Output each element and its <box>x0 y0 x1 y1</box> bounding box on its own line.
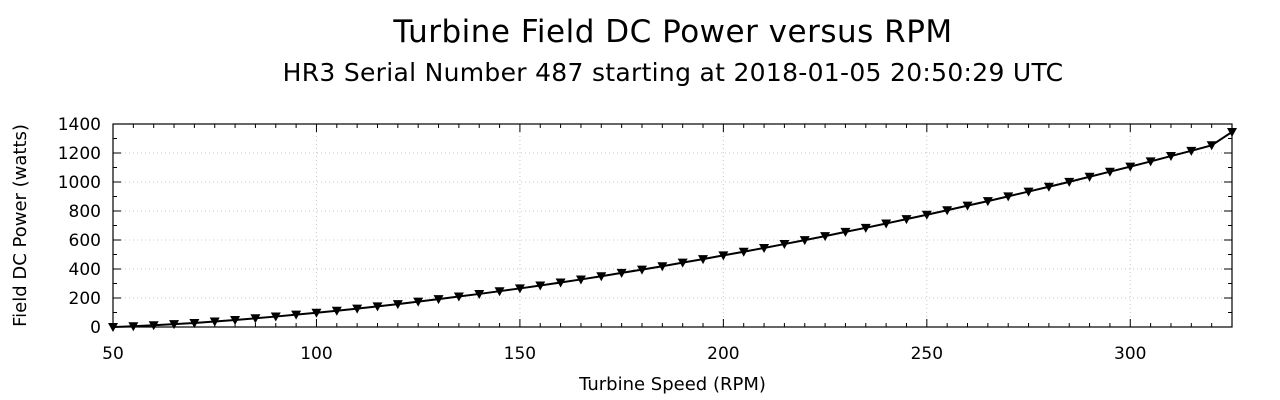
data-point <box>128 322 139 332</box>
x-tick-label: 250 <box>911 344 943 364</box>
data-point <box>555 278 566 288</box>
data-point <box>1043 182 1054 192</box>
data-point <box>1003 192 1014 202</box>
data-point <box>331 306 342 316</box>
data-point <box>1186 146 1197 156</box>
data-point <box>779 240 790 250</box>
x-tick-label: 50 <box>102 344 124 364</box>
series-line <box>112 131 1233 328</box>
data-point <box>209 317 220 327</box>
x-tick-label: 150 <box>504 344 536 364</box>
data-point <box>514 284 525 294</box>
data-point <box>657 262 668 272</box>
y-tick-label: 400 <box>69 260 101 280</box>
data-point <box>189 318 200 328</box>
data-point <box>413 297 424 307</box>
data-point <box>942 206 953 216</box>
data-point <box>1206 141 1217 151</box>
data-point <box>636 265 647 275</box>
data-point <box>698 255 709 265</box>
data-point <box>820 232 831 242</box>
data-point <box>596 272 607 282</box>
data-point <box>677 258 688 268</box>
data-point <box>1084 172 1095 182</box>
data-point <box>616 268 627 278</box>
x-tick-label: 200 <box>707 344 739 364</box>
y-tick-label: 200 <box>69 289 101 309</box>
data-point <box>352 304 363 314</box>
chart-title: Turbine Field DC Power versus RPM <box>393 14 953 50</box>
data-point <box>1104 167 1115 177</box>
data-point <box>148 321 159 331</box>
data-point <box>372 302 383 312</box>
data-point <box>494 287 505 297</box>
x-tick-label: 100 <box>300 344 332 364</box>
grid-lines <box>113 124 1232 327</box>
y-tick-label: 0 <box>90 318 101 338</box>
data-point <box>392 300 403 310</box>
data-point <box>718 251 729 261</box>
data-point <box>291 310 302 320</box>
y-tick-label: 1000 <box>58 173 101 193</box>
data-point <box>108 323 118 332</box>
data-point <box>1165 152 1176 162</box>
data-point <box>169 320 180 330</box>
y-tick-label: 600 <box>69 231 101 251</box>
data-point <box>270 312 281 322</box>
x-axis-label: Turbine Speed (RPM) <box>578 374 766 395</box>
data-point <box>575 275 586 285</box>
data-point <box>1227 127 1237 137</box>
data-point <box>474 289 485 299</box>
data-point <box>1125 162 1136 172</box>
data-point <box>738 247 749 257</box>
data-point <box>311 308 322 318</box>
tick-labels: 50 100 150 200 250 300 0 200 400 600 800 1000 1200 14… <box>58 115 1147 364</box>
data-point <box>860 223 871 233</box>
y-axis-label: Field DC Power (watts) <box>10 124 31 327</box>
data-point <box>230 316 241 326</box>
data-point <box>921 210 932 220</box>
data-point <box>250 314 261 324</box>
y-tick-label: 1400 <box>58 115 101 135</box>
series-markers <box>108 127 1237 332</box>
data-point <box>881 219 892 229</box>
data-point <box>901 215 912 225</box>
data-point <box>799 236 810 246</box>
data-point <box>1145 157 1156 167</box>
data-point <box>759 243 770 253</box>
data-point <box>840 227 851 237</box>
y-tick-label: 800 <box>69 202 101 222</box>
data-point <box>962 201 973 211</box>
data-point <box>433 295 444 305</box>
data-point <box>982 197 993 207</box>
x-tick-label: 300 <box>1114 344 1146 364</box>
data-point <box>453 292 464 302</box>
axis-ticks <box>112 123 1233 328</box>
data-point <box>535 281 546 291</box>
plot-frame <box>112 123 1233 328</box>
data-point <box>1023 187 1034 197</box>
data-point <box>1064 177 1075 187</box>
chart-subtitle: HR3 Serial Number 487 starting at 2018-0… <box>282 58 1064 87</box>
y-tick-label: 1200 <box>58 144 101 164</box>
